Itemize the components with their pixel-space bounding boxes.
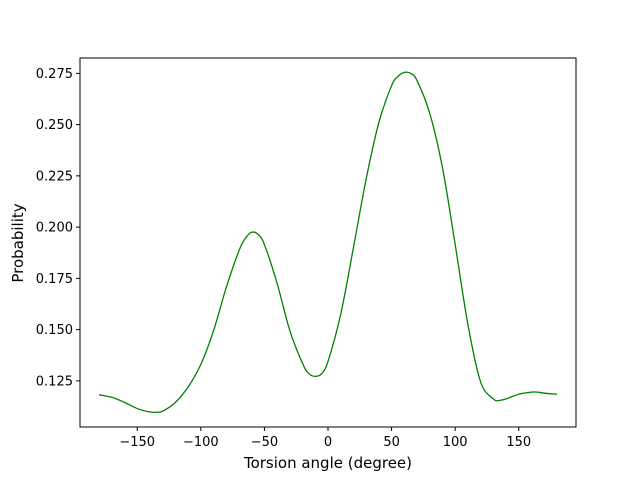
x-tick-label: 150	[506, 435, 531, 450]
x-tick-label: −50	[251, 435, 278, 450]
y-axis-ticks: 0.125 0.150 0.175 0.200 0.225 0.250 0.275	[36, 67, 80, 389]
y-tick-label: 0.125	[36, 374, 73, 389]
y-tick-label: 0.150	[36, 323, 73, 338]
plot-frame	[79, 57, 577, 428]
y-tick-label: 0.225	[36, 169, 73, 184]
y-tick-label: 0.200	[36, 221, 73, 236]
x-tick-label: 100	[443, 435, 468, 450]
y-tick-label: 0.275	[36, 67, 73, 82]
x-tick-label: 0	[324, 435, 332, 450]
series-line	[98, 71, 557, 414]
x-axis-label: Torsion angle (degree)	[243, 454, 412, 472]
y-axis-label: Probability	[9, 203, 27, 282]
series-layer	[98, 71, 557, 414]
y-tick-label: 0.250	[36, 118, 73, 133]
x-tick-label: −150	[119, 435, 155, 450]
x-tick-label: −100	[183, 435, 219, 450]
plot-area	[80, 58, 576, 427]
y-tick-label: 0.175	[36, 272, 73, 287]
x-tick-label: 50	[383, 435, 400, 450]
x-axis-ticks: −150 −100 −50 0 50 100 150	[119, 427, 531, 450]
